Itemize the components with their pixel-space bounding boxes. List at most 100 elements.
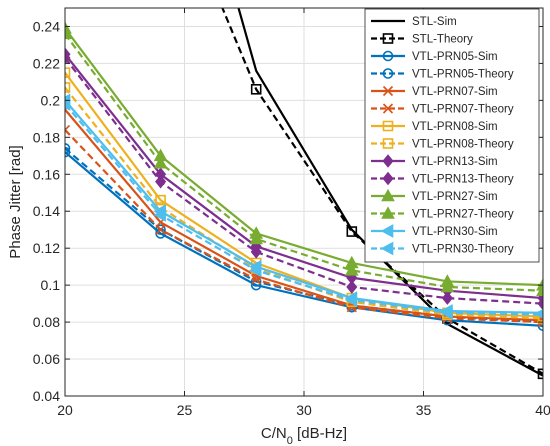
x-tick-label: 40 (535, 402, 550, 418)
legend-entry-vtl-prn27-theory: VTL-PRN27-Theory (371, 206, 514, 221)
x-tick-label: 20 (57, 402, 73, 418)
y-tick-label: 0.06 (33, 351, 60, 367)
data-point-vtl-prn13-theory (65, 51, 71, 65)
data-point-vtl-prn30-theory (344, 293, 358, 307)
legend-entry-vtl-prn13-theory: VTL-PRN13-Theory (371, 171, 514, 186)
series-line-vtl-prn27-sim (65, 27, 543, 287)
legend-label: VTL-PRN13-Theory (412, 174, 514, 186)
series-line-vtl-prn13-sim (65, 53, 543, 300)
legend-entry-vtl-prn27-sim: VTL-PRN27-Sim (371, 188, 498, 203)
legend-swatch-marker (382, 68, 394, 79)
legend-entry-vtl-prn08-sim: VTL-PRN08-Sim (371, 120, 498, 133)
series-line-vtl-prn05-sim (65, 151, 543, 327)
legend-swatch-marker (382, 138, 394, 149)
legend-label: STL-Theory (412, 34, 473, 46)
series-line-vtl-prn08-theory (65, 86, 543, 320)
legend-label: VTL-PRN30-Theory (412, 244, 514, 256)
legend-label: VTL-PRN08-Sim (412, 121, 498, 133)
x-axis-label-main: C/N (261, 425, 287, 442)
data-point-vtl-prn27-theory (249, 231, 264, 245)
data-point-vtl-prn13-theory (250, 245, 262, 259)
data-point-vtl-prn07-theory (65, 124, 71, 136)
y-tick-label: 0.14 (33, 203, 60, 219)
data-point-vtl-prn27-theory (344, 263, 359, 276)
series-line-vtl-prn30-sim (65, 99, 543, 314)
legend-label: VTL-PRN07-Theory (412, 104, 514, 116)
y-tick-label: 0.1 (41, 277, 61, 293)
legend-swatch-marker (382, 120, 394, 132)
legend-entry-vtl-prn05-sim: VTL-PRN05-Sim (371, 50, 498, 63)
y-tick-label: 0.12 (33, 240, 60, 256)
data-point-vtl-prn05-theory (155, 224, 166, 236)
legend-entry-vtl-prn05-theory: VTL-PRN05-Theory (371, 68, 514, 81)
data-point-vtl-prn27-theory (65, 26, 72, 40)
legend-label: VTL-PRN05-Theory (412, 69, 514, 81)
legend-label: VTL-PRN05-Sim (412, 51, 498, 63)
legend-label: VTL-PRN13-Sim (412, 156, 498, 168)
series-vtl-prn30-theory (65, 97, 543, 320)
legend-entry-vtl-prn30-theory: VTL-PRN30-Theory (371, 241, 514, 256)
data-point-stl-theory (346, 226, 358, 237)
y-tick-label: 0.24 (33, 18, 60, 34)
series-vtl-prn13-theory (65, 51, 543, 311)
legend-entry-vtl-prn30-sim: VTL-PRN30-Sim (371, 224, 498, 238)
data-point-stl-theory (537, 368, 543, 380)
data-point-vtl-prn30-theory (153, 208, 166, 222)
x-tick-label: 30 (296, 402, 312, 418)
data-point-vtl-prn08-sim (65, 67, 71, 78)
data-point-vtl-prn13-theory (537, 296, 543, 311)
legend-label: STL-Sim (412, 16, 457, 28)
legend-swatch-marker (382, 171, 394, 186)
y-tick-label: 0.08 (33, 314, 60, 330)
legend-swatch-marker (382, 103, 394, 114)
data-point-vtl-prn08-theory (537, 313, 543, 324)
y-tick-label: 0.22 (33, 55, 60, 71)
tick-layer: 20 25 30 35 40 0.04 0.06 0.08 0.1 0.12 0.14 0.16 0.1… (33, 8, 550, 418)
legend-label: VTL-PRN08-Theory (412, 139, 514, 151)
legend-entry-vtl-prn08-theory: VTL-PRN08-Theory (371, 138, 514, 151)
legend-entry-stl-theory: STL-Theory (371, 33, 473, 46)
legend-label: VTL-PRN07-Sim (412, 86, 498, 98)
x-axis-label-subscript: 0 (287, 435, 293, 446)
series-line-vtl-prn08-sim (65, 72, 543, 318)
data-point-vtl-prn30-theory (249, 263, 262, 278)
legend-entry-vtl-prn07-sim: VTL-PRN07-Sim (371, 85, 498, 98)
data-point-vtl-prn05-theory (65, 143, 71, 154)
legend: STL-Sim STL-Theory VTL-PRN05-Sim VTL-PRN05-… (364, 8, 540, 263)
series-vtl-prn27-theory (65, 26, 543, 296)
legend-swatch-marker (380, 224, 394, 238)
legend-label: VTL-PRN30-Sim (412, 226, 498, 238)
series-line-vtl-prn27-theory (65, 33, 543, 292)
data-point-vtl-prn30-theory (65, 97, 71, 111)
y-tick-label: 0.16 (33, 166, 60, 182)
legend-entry-vtl-prn13-sim: VTL-PRN13-Sim (371, 154, 498, 168)
data-point-vtl-prn30-theory (440, 306, 453, 320)
data-point-vtl-prn27-theory (536, 283, 543, 296)
legend-swatch-marker (382, 85, 394, 97)
y-axis-label: Phase Jitter [rad] (7, 145, 24, 258)
data-point-vtl-prn08-theory (65, 82, 71, 93)
x-tick-label: 25 (177, 402, 193, 418)
legend-entry-vtl-prn07-theory: VTL-PRN07-Theory (371, 103, 514, 116)
data-point-vtl-prn07-theory (251, 274, 262, 285)
y-tick-label: 0.18 (33, 129, 60, 145)
legend-label: VTL-PRN27-Theory (412, 209, 514, 221)
data-point-vtl-prn13-theory (155, 174, 167, 189)
legend-swatch-marker (382, 33, 394, 44)
legend-entry-stl-sim: STL-Sim (371, 16, 457, 28)
legend-swatch-marker (381, 206, 395, 219)
data-point-vtl-prn13-theory (346, 280, 358, 294)
x-tick-label: 35 (416, 402, 432, 418)
series-layer (65, 8, 543, 380)
series-line-vtl-prn13-theory (65, 57, 543, 305)
y-tick-label: 0.2 (41, 92, 61, 108)
legend-swatch-marker (382, 154, 394, 168)
legend-swatch-marker (380, 241, 394, 256)
x-axis-label: C/N0 [dB-Hz] (261, 425, 347, 446)
data-point-vtl-prn07-theory (537, 317, 543, 328)
data-point-stl-theory (250, 83, 262, 95)
legend-box (364, 8, 540, 263)
series-line-vtl-prn07-theory (65, 129, 543, 324)
legend-swatch-marker (381, 188, 395, 202)
